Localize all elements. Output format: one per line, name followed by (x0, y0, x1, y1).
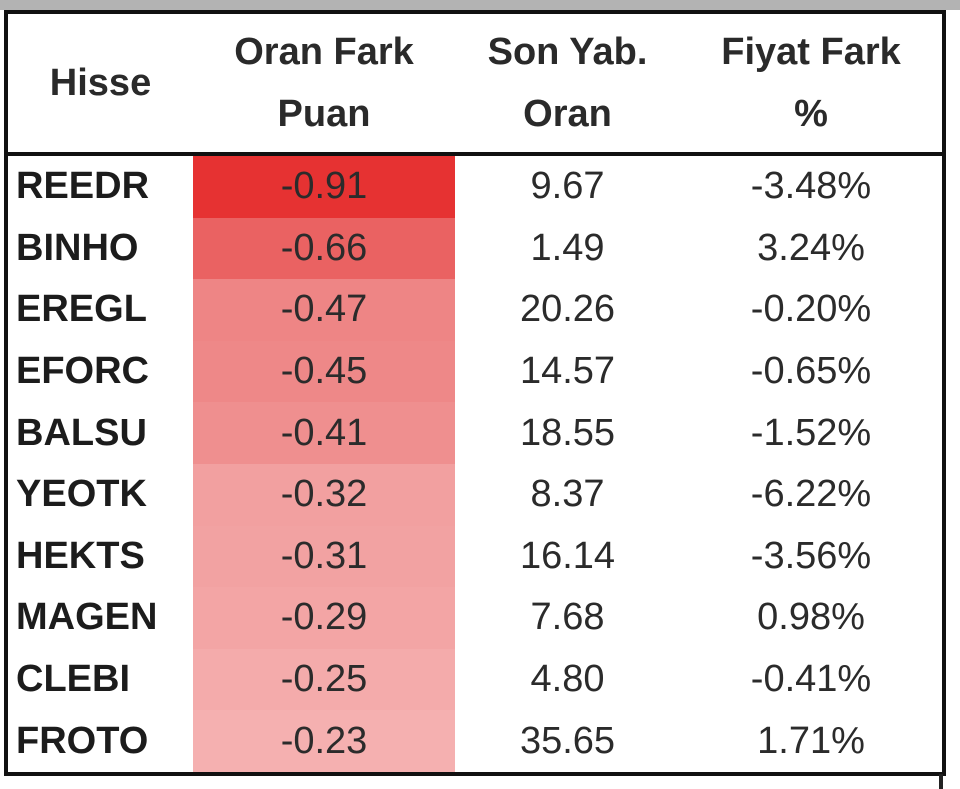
stock-cell: MAGEN (16, 596, 158, 639)
table-row: FROTO -0.23 35.65 1.71% (8, 710, 942, 772)
last-ratio-cell: 20.26 (519, 288, 616, 331)
price-diff-cell: 3.24% (757, 226, 865, 269)
header-last-ratio-line2: Oran (523, 93, 612, 135)
price-diff-cell: -3.48% (750, 165, 872, 208)
table-row: EREGL -0.47 20.26 -0.20% (8, 279, 942, 341)
price-diff-cell: -6.22% (750, 473, 872, 516)
table-header: Hisse Oran Fark Puan Son Yab. Oran Fiyat… (8, 14, 942, 156)
top-strip (0, 0, 960, 10)
stock-cell: REEDR (16, 165, 150, 208)
last-ratio-cell: 8.37 (530, 473, 605, 516)
ratio-diff-cell: -0.66 (193, 217, 455, 280)
table-row: REEDR -0.91 9.67 -3.48% (8, 156, 942, 218)
table-row: BALSU -0.41 18.55 -1.52% (8, 402, 942, 464)
header-ratio-diff-line1: Oran Fark (234, 31, 414, 73)
table-row: BINHO -0.66 1.49 3.24% (8, 217, 942, 280)
header-price-diff-line1: Fiyat Fark (721, 31, 901, 73)
table-row: MAGEN -0.29 7.68 0.98% (8, 587, 942, 649)
header-price-diff: Fiyat Fark % (680, 14, 942, 152)
price-diff-cell: -3.56% (750, 534, 872, 577)
stock-cell: BALSU (16, 411, 147, 454)
stock-cell: EREGL (16, 288, 147, 331)
last-ratio-cell: 9.67 (530, 165, 605, 208)
last-ratio-cell: 4.80 (530, 658, 605, 701)
header-stock: Hisse (8, 14, 193, 152)
table-row: YEOTK -0.32 8.37 -6.22% (8, 463, 942, 526)
last-ratio-cell: 7.68 (530, 596, 605, 639)
price-diff-cell: 0.98% (757, 596, 865, 639)
price-diff-cell: -1.52% (750, 411, 872, 454)
table-row: EFORC -0.45 14.57 -0.65% (8, 340, 942, 403)
price-diff-cell: -0.20% (750, 288, 872, 331)
table-body: REEDR -0.91 9.67 -3.48% BINHO -0.66 1.49 3.24% E… (8, 156, 942, 772)
table-row: HEKTS -0.31 16.14 -3.56% (8, 525, 942, 588)
header-last-ratio: Son Yab. Oran (455, 14, 680, 152)
ratio-diff-cell: -0.47 (193, 279, 455, 341)
ratio-diff-cell: -0.45 (193, 340, 455, 403)
stock-cell: CLEBI (16, 658, 130, 701)
ratio-diff-cell: -0.25 (193, 648, 455, 711)
stock-cell: YEOTK (16, 473, 147, 516)
last-ratio-cell: 35.65 (519, 719, 616, 762)
ratio-diff-cell: -0.32 (193, 463, 455, 526)
price-diff-cell: 1.71% (757, 719, 865, 762)
data-table: Hisse Oran Fark Puan Son Yab. Oran Fiyat… (4, 10, 946, 776)
price-diff-cell: -0.65% (750, 350, 872, 393)
stock-cell: BINHO (16, 226, 139, 269)
stock-cell: EFORC (16, 350, 149, 393)
ratio-diff-cell: -0.91 (193, 156, 455, 218)
last-ratio-cell: 14.57 (519, 350, 616, 393)
last-ratio-cell: 18.55 (519, 411, 616, 454)
price-diff-cell: -0.41% (750, 658, 872, 701)
header-ratio-diff-line2: Puan (277, 93, 371, 135)
last-ratio-cell: 16.14 (519, 534, 616, 577)
stock-cell: FROTO (16, 719, 149, 762)
ratio-diff-cell: -0.41 (193, 402, 455, 464)
table-row: CLEBI -0.25 4.80 -0.41% (8, 648, 942, 711)
header-stock-label: Hisse (49, 62, 152, 104)
header-ratio-diff: Oran Fark Puan (193, 14, 455, 152)
ratio-diff-cell: -0.23 (193, 710, 455, 772)
ratio-diff-cell: -0.29 (193, 587, 455, 649)
header-last-ratio-line1: Son Yab. (487, 31, 648, 73)
frame-edge (939, 774, 943, 789)
header-price-diff-line2: % (794, 93, 828, 135)
stock-cell: HEKTS (16, 534, 145, 577)
ratio-diff-cell: -0.31 (193, 525, 455, 588)
last-ratio-cell: 1.49 (530, 226, 605, 269)
